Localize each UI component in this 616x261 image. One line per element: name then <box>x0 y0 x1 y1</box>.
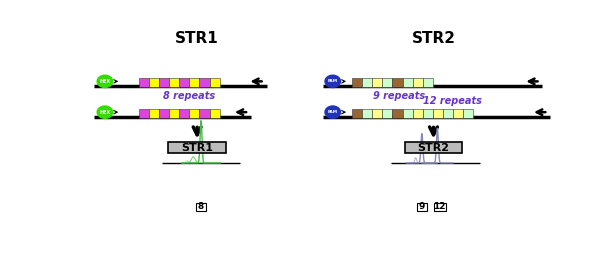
Text: 9 repeats: 9 repeats <box>373 91 424 101</box>
Bar <box>149 109 159 117</box>
Bar <box>372 109 383 117</box>
Bar <box>195 203 206 211</box>
Bar <box>413 109 423 117</box>
Bar <box>352 78 362 87</box>
Bar <box>423 78 432 87</box>
Bar <box>392 78 402 87</box>
Text: 8 repeats: 8 repeats <box>163 91 216 101</box>
Bar <box>413 78 423 87</box>
Text: FAM: FAM <box>328 79 338 83</box>
Bar <box>383 78 392 87</box>
Text: 9: 9 <box>419 202 425 211</box>
Bar <box>463 109 473 117</box>
Bar <box>417 203 427 211</box>
Text: STR1: STR1 <box>181 143 213 153</box>
Bar <box>402 78 413 87</box>
Bar <box>189 78 200 87</box>
Bar <box>362 109 372 117</box>
Text: 8: 8 <box>198 202 204 211</box>
Bar <box>159 78 169 87</box>
Ellipse shape <box>325 75 341 87</box>
Bar <box>159 109 169 117</box>
Bar <box>443 109 453 117</box>
Bar <box>179 109 189 117</box>
Bar <box>189 109 200 117</box>
Bar <box>169 78 179 87</box>
Bar <box>139 78 149 87</box>
Ellipse shape <box>97 75 113 87</box>
Text: FAM: FAM <box>328 110 338 114</box>
Bar <box>352 109 362 117</box>
Text: HEX: HEX <box>99 110 110 115</box>
Bar <box>168 142 226 153</box>
Bar <box>362 78 372 87</box>
Bar <box>392 109 402 117</box>
Bar <box>200 78 209 87</box>
Bar <box>149 78 159 87</box>
Bar <box>209 78 219 87</box>
Ellipse shape <box>97 106 113 118</box>
Bar <box>423 109 432 117</box>
Bar <box>179 78 189 87</box>
Text: STR2: STR2 <box>411 31 455 46</box>
Bar <box>402 109 413 117</box>
Bar <box>405 142 462 153</box>
Ellipse shape <box>325 106 341 118</box>
Bar <box>139 109 149 117</box>
Text: 12 repeats: 12 repeats <box>423 96 482 106</box>
Text: HEX: HEX <box>99 79 110 84</box>
Text: STR2: STR2 <box>418 143 450 153</box>
Bar <box>209 109 219 117</box>
Bar <box>372 78 383 87</box>
Bar <box>432 109 443 117</box>
Bar <box>200 109 209 117</box>
Bar <box>434 203 446 211</box>
Text: STR1: STR1 <box>175 31 219 46</box>
Bar <box>453 109 463 117</box>
Bar <box>169 109 179 117</box>
Text: 12: 12 <box>434 202 446 211</box>
Bar <box>383 109 392 117</box>
